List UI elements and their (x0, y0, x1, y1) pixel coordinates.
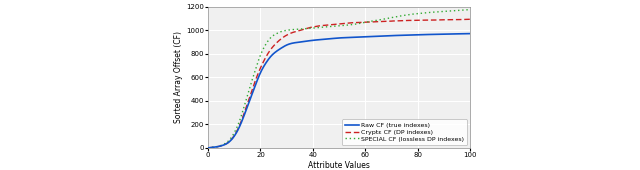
Cryptε CF (DP indexes) (330, 23, 338, 25)
Y-axis label: Sorted Array Offset (CF): Sorted Array Offset (CF) (174, 31, 183, 123)
X-axis label: Attribute Values: Attribute Values (308, 161, 370, 170)
SPECIAL CF (lossless DP indexes) (419, 12, 427, 14)
Raw CF (true indexes) (330, 37, 338, 39)
SPECIAL CF (lossless DP indexes) (204, 147, 212, 149)
Raw CF (true indexes) (204, 147, 212, 149)
Cryptε CF (DP indexes) (467, 18, 474, 20)
Cryptε CF (DP indexes) (460, 18, 468, 20)
Raw CF (true indexes) (460, 33, 468, 35)
Raw CF (true indexes) (360, 36, 368, 38)
Line: Raw CF (true indexes): Raw CF (true indexes) (208, 34, 470, 148)
SPECIAL CF (lossless DP indexes) (466, 9, 474, 11)
Raw CF (true indexes) (346, 36, 354, 38)
Line: SPECIAL CF (lossless DP indexes): SPECIAL CF (lossless DP indexes) (208, 10, 470, 148)
Cryptε CF (DP indexes) (346, 22, 354, 24)
Cryptε CF (DP indexes) (204, 147, 212, 149)
SPECIAL CF (lossless DP indexes) (346, 24, 354, 26)
Raw CF (true indexes) (329, 38, 337, 40)
Cryptε CF (DP indexes) (329, 23, 337, 25)
SPECIAL CF (lossless DP indexes) (460, 9, 468, 11)
Legend: Raw CF (true indexes), Cryptε CF (DP indexes), SPECIAL CF (lossless DP indexes): Raw CF (true indexes), Cryptε CF (DP ind… (342, 119, 467, 145)
Cryptε CF (DP indexes) (419, 19, 427, 21)
SPECIAL CF (lossless DP indexes) (329, 25, 337, 27)
SPECIAL CF (lossless DP indexes) (330, 25, 338, 27)
Cryptε CF (DP indexes) (360, 21, 368, 23)
Raw CF (true indexes) (419, 34, 427, 36)
SPECIAL CF (lossless DP indexes) (467, 9, 474, 11)
Raw CF (true indexes) (467, 33, 474, 35)
SPECIAL CF (lossless DP indexes) (360, 21, 368, 23)
Line: Cryptε CF (DP indexes): Cryptε CF (DP indexes) (208, 19, 470, 148)
